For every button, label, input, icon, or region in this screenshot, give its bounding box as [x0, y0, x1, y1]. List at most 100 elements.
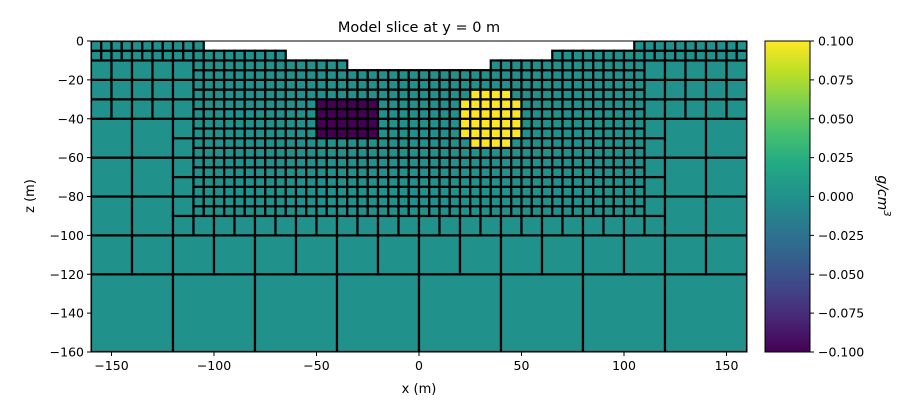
mesh-cell [499, 127, 513, 140]
mesh-cell [305, 127, 318, 140]
mesh-cell [397, 175, 410, 188]
mesh-cell [438, 98, 451, 111]
mesh-cell [561, 88, 574, 101]
mesh-cell [561, 78, 574, 91]
mesh-cell [223, 49, 236, 62]
mesh-cell [397, 107, 410, 120]
mesh-cell [397, 88, 410, 101]
mesh-cell [284, 156, 298, 169]
mesh-cell [141, 41, 154, 52]
mesh-cell [469, 185, 482, 198]
mesh-cell [356, 69, 369, 81]
mesh-cell [356, 185, 369, 198]
mesh-cell [735, 49, 747, 62]
mesh-cell [253, 185, 267, 198]
mesh-cell [294, 175, 308, 188]
mesh-cell [233, 49, 246, 62]
mesh-cell [612, 49, 626, 62]
mesh-cell [315, 205, 328, 218]
mesh-cell [284, 117, 298, 130]
mesh-cell [387, 146, 400, 159]
mesh-cell [387, 175, 400, 188]
mesh-cell [417, 205, 431, 218]
mesh-cell [622, 59, 636, 72]
mesh-cell [284, 175, 298, 188]
mesh-cell [253, 69, 267, 81]
mesh-cell [305, 137, 318, 150]
mesh-cell [212, 185, 226, 198]
mesh-cell [530, 146, 544, 159]
mesh-cell [253, 205, 267, 218]
mesh-cell [397, 98, 410, 111]
mesh-cell [233, 137, 246, 150]
mesh-cell [294, 195, 308, 208]
x-tick-label: −100 [197, 358, 231, 373]
mesh-cell [335, 88, 349, 101]
mesh-cell [253, 127, 267, 140]
mesh-cell [325, 185, 339, 198]
mesh-cell [346, 185, 359, 198]
mesh-cell [294, 78, 308, 91]
mesh-cell [171, 156, 195, 179]
mesh-cell [305, 59, 318, 72]
mesh-cell [704, 59, 728, 81]
mesh-cell [499, 117, 513, 130]
mesh-cell [520, 156, 533, 169]
mesh-cell [581, 59, 595, 72]
mesh-cell [397, 214, 421, 237]
mesh-cell [387, 117, 400, 130]
mesh-cell [335, 59, 349, 72]
mesh-cell [397, 69, 410, 81]
mesh-cell [489, 175, 503, 188]
mesh-cell [91, 41, 103, 52]
mesh-cell [356, 78, 369, 91]
mesh-cell [540, 234, 585, 276]
mesh-cell [130, 117, 175, 159]
mesh-cell [592, 195, 605, 208]
mesh-cell [561, 166, 574, 179]
mesh-cell [643, 195, 667, 218]
mesh-cell [294, 117, 308, 130]
mesh-cell [141, 49, 154, 62]
mesh-cell [253, 98, 267, 111]
mesh-cell [397, 146, 410, 159]
mesh-cell [633, 88, 646, 101]
mesh-cell [469, 195, 482, 208]
mesh-cell [233, 88, 246, 101]
mesh-cell [407, 195, 421, 208]
mesh-cell [602, 214, 626, 237]
mesh-cell [264, 78, 277, 91]
mesh-cell [428, 117, 441, 130]
mesh-cell [274, 156, 287, 169]
mesh-cell [571, 205, 585, 218]
mesh-cell [356, 195, 369, 208]
mesh-cell [130, 78, 154, 101]
mesh-cell [356, 166, 369, 179]
mesh-cell [571, 117, 585, 130]
mesh-cell [110, 49, 123, 62]
mesh-cell [633, 195, 646, 208]
mesh-cell [612, 156, 626, 169]
mesh-cell [663, 156, 708, 198]
mesh-cell [151, 41, 164, 52]
mesh-cell [438, 69, 451, 81]
mesh-cell [171, 137, 195, 159]
mesh-cell [469, 205, 482, 218]
mesh-cell [387, 137, 400, 150]
mesh-cell [130, 156, 175, 198]
mesh-cell [284, 59, 298, 72]
mesh-cell [530, 117, 544, 130]
mesh-cell [663, 98, 687, 120]
mesh-cell [376, 107, 390, 120]
mesh-cell [653, 41, 667, 52]
mesh-cell [91, 117, 134, 159]
mesh-cell [428, 127, 441, 140]
mesh-cell [356, 117, 369, 130]
mesh-cell [479, 69, 492, 81]
y-tick-label: −20 [58, 72, 84, 87]
mesh-cell [284, 69, 298, 81]
mesh-cell [643, 41, 656, 52]
mesh-cell [192, 185, 205, 198]
mesh-cell [448, 69, 462, 81]
mesh-cell [469, 98, 482, 111]
